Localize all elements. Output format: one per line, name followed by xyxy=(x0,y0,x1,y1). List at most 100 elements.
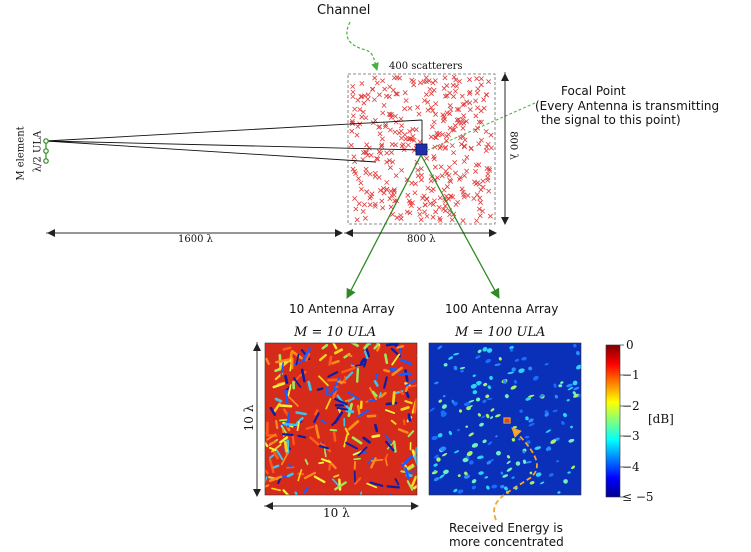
heatmap-streak xyxy=(266,433,277,441)
scatterer xyxy=(399,135,404,141)
heatmap-streak xyxy=(272,464,280,469)
focal-point-marker xyxy=(415,143,428,156)
scatterer xyxy=(439,173,445,179)
heatmap-blob xyxy=(573,386,580,391)
heatmap-blob xyxy=(440,411,447,417)
scatterer xyxy=(424,213,430,219)
scatterer xyxy=(457,174,463,180)
heatmap-blob xyxy=(485,413,490,419)
heatmap-streak xyxy=(295,411,307,416)
heatmap-streak xyxy=(338,494,341,495)
scatterer xyxy=(474,192,480,198)
scatterer xyxy=(409,180,415,186)
scatterer xyxy=(422,98,427,104)
heatmap-streak xyxy=(334,398,348,406)
scatterer xyxy=(457,135,463,141)
scatterer xyxy=(454,83,460,89)
heatmap-streak xyxy=(404,384,410,393)
scatterer xyxy=(466,91,472,97)
heatmap-streak xyxy=(410,475,417,489)
heatmap-streak xyxy=(304,458,309,465)
scatterer xyxy=(379,143,385,149)
scatterer xyxy=(444,133,450,139)
colorbar-tick-0: 0 xyxy=(626,338,634,352)
heatmap-blob xyxy=(457,428,460,432)
heatmap-streak xyxy=(405,463,414,471)
scatterer xyxy=(380,78,386,84)
heatmap-streak xyxy=(313,412,320,424)
heatmap-streak xyxy=(396,344,405,349)
scatterer xyxy=(442,93,448,99)
scatterer xyxy=(483,148,489,154)
heatmap-blob xyxy=(519,409,523,413)
heatmap-streak xyxy=(280,362,285,377)
scatterer xyxy=(358,94,364,100)
heatmap-blob xyxy=(429,407,435,412)
heatmap-blob xyxy=(521,356,527,361)
heatmap-streak xyxy=(265,484,270,488)
scatterer xyxy=(358,180,364,186)
scatterer xyxy=(461,158,467,164)
scatterer xyxy=(444,93,450,99)
heatmap-streak xyxy=(275,419,279,430)
scatterer xyxy=(458,120,464,126)
scatterer xyxy=(363,149,369,155)
heatmap-streak xyxy=(406,480,414,491)
scatterer xyxy=(427,201,433,207)
heatmap-streak xyxy=(360,491,363,495)
heatmap-blob xyxy=(476,380,482,386)
heatmap-blob xyxy=(528,394,535,398)
scatterer xyxy=(363,166,369,172)
heatmap-streak xyxy=(265,440,269,448)
scatterer xyxy=(447,212,453,218)
heatmap-blob xyxy=(453,488,458,493)
heatmap-streak xyxy=(318,445,329,450)
heatmap-blob xyxy=(439,474,445,479)
scatterer xyxy=(475,105,481,111)
heatmap-blob xyxy=(500,484,505,489)
scatterer xyxy=(398,116,404,122)
left-panel-title: M = 10 ULA xyxy=(294,325,377,340)
heatmap-streak xyxy=(346,353,353,358)
scatterer xyxy=(462,144,468,150)
focal-point-title: Focal Point xyxy=(561,84,626,98)
scatterer xyxy=(471,196,477,202)
heatmap-blob xyxy=(573,343,577,348)
heatmap-streak xyxy=(328,463,332,471)
heatmap-blob xyxy=(540,481,545,485)
heatmap-streak xyxy=(269,406,277,416)
heatmap-streak xyxy=(385,343,400,347)
heatmap-streak xyxy=(294,491,298,495)
scatterer xyxy=(480,208,486,214)
heatmap-blob xyxy=(436,457,441,462)
heatmap-streak xyxy=(355,367,360,383)
heatmap-streak xyxy=(307,380,312,391)
scatterer xyxy=(454,106,460,112)
scatterer xyxy=(430,202,436,207)
colorbar-unit: [dB] xyxy=(648,412,674,426)
energy-annotation-arrow xyxy=(493,427,538,521)
scatterer xyxy=(443,168,449,174)
focal-callout-line xyxy=(427,102,536,151)
right-panel-title: M = 100 ULA xyxy=(455,325,546,340)
heatmap-streak xyxy=(408,470,417,474)
heatmap-blob xyxy=(438,399,443,403)
heatmap-blob xyxy=(539,394,545,398)
heatmap-streak xyxy=(414,446,417,460)
scatterer xyxy=(360,109,366,115)
heatmap-streak xyxy=(360,357,366,365)
scatterer xyxy=(410,126,416,132)
scatterer xyxy=(425,99,431,105)
scatterer xyxy=(417,80,423,86)
heatmap-blob xyxy=(509,346,514,350)
heatmap-streak xyxy=(399,390,405,395)
scatterer xyxy=(367,202,373,208)
scatterer xyxy=(356,175,362,181)
scatterer xyxy=(417,211,423,217)
scatterer xyxy=(442,203,448,209)
heatmap-blob xyxy=(439,446,447,452)
heatmap-streak xyxy=(373,343,379,350)
heatmap-blob xyxy=(506,467,513,472)
heatmap-streak xyxy=(280,452,289,466)
scatterer xyxy=(464,168,470,174)
